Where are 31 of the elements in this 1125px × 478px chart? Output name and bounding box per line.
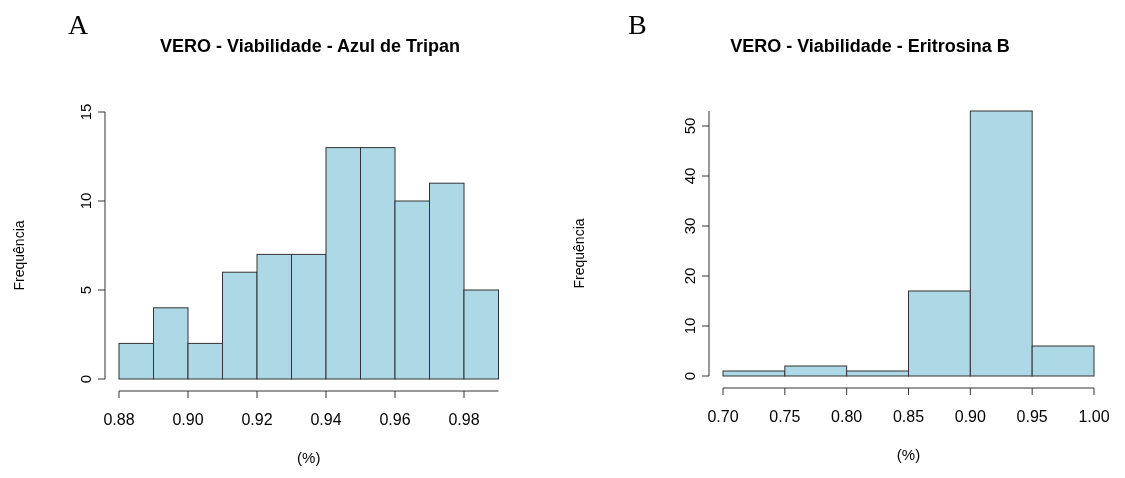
x-tick-label: 1.00 — [1078, 408, 1110, 425]
x-tick-label: 0.92 — [241, 411, 273, 428]
x-axis-title: (%) — [896, 446, 921, 463]
x-tick-label: 0.75 — [769, 408, 801, 425]
x-tick-label: 0.90 — [172, 411, 204, 428]
text: A — [68, 9, 89, 40]
y-tick-label: 0 — [681, 371, 698, 381]
x-tick-label: 0.95 — [1016, 408, 1048, 425]
y-tick-label: 40 — [681, 167, 698, 185]
x-tick-label: 0.94 — [310, 411, 342, 428]
text: B — [628, 9, 647, 40]
y-tick-label: 10 — [77, 192, 94, 210]
y-tick-label: 15 — [77, 103, 94, 121]
y-tick-label: 20 — [681, 267, 698, 285]
y-tick-label: 5 — [77, 285, 94, 295]
x-tick-label: 0.96 — [379, 411, 411, 428]
x-tick-label: 0.70 — [707, 408, 739, 425]
chart-title: VERO - Viabilidade - Eritrosina B — [730, 36, 1010, 56]
y-axis-title: Frequência — [11, 220, 27, 291]
y-tick-label: 50 — [681, 117, 698, 135]
y-tick-label: 0 — [77, 374, 94, 384]
x-tick-label: 0.85 — [892, 408, 925, 425]
x-tick-label: 0.98 — [448, 411, 480, 428]
chart-title: VERO - Viabilidade - Azul de Tripan — [159, 36, 461, 56]
x-tick-label: 0.80 — [831, 408, 863, 425]
y-axis-title: Frequência — [571, 218, 587, 289]
y-tick-label: 10 — [681, 317, 698, 335]
x-axis-title: (%) — [297, 449, 321, 466]
x-tick-label: 0.90 — [954, 408, 987, 425]
y-tick-label: 30 — [681, 217, 698, 235]
x-tick-label: 0.88 — [103, 411, 135, 428]
